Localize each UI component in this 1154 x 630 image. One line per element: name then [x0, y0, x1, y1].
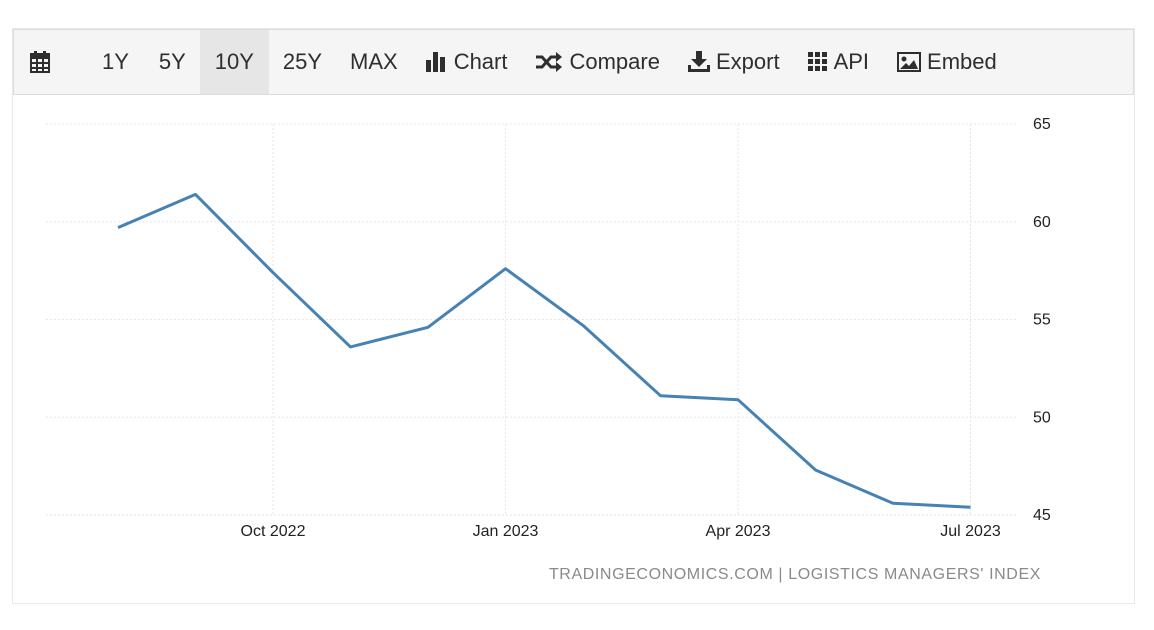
data-point[interactable]	[808, 462, 824, 478]
bar-chart-icon	[425, 52, 448, 72]
x-tick-label: Jul 2023	[940, 523, 1001, 540]
data-point[interactable]	[730, 392, 746, 408]
data-point[interactable]	[343, 339, 359, 355]
compare-label: Compare	[569, 49, 660, 74]
y-tick-label: 55	[1033, 312, 1051, 329]
series-line	[117, 192, 971, 509]
source-credit: TRADINGECONOMICS.COM | LOGISTICS MANAGER…	[548, 566, 1041, 583]
export-button[interactable]: Export	[674, 30, 794, 94]
compare-button[interactable]: Compare	[521, 30, 673, 94]
y-axis: 45 50 55 60 65	[1033, 116, 1051, 524]
y-tick-label: 65	[1033, 116, 1051, 133]
data-point[interactable]	[188, 186, 204, 202]
chart-series	[110, 186, 979, 515]
shuffle-icon	[535, 52, 563, 72]
x-tick-label: Apr 2023	[706, 523, 771, 540]
export-label: Export	[715, 49, 780, 74]
data-point[interactable]	[110, 220, 126, 236]
grid-icon	[807, 52, 828, 72]
embed-button[interactable]: Embed	[883, 30, 1011, 94]
range-10y-button[interactable]: 10Y	[199, 30, 269, 94]
chart-toolbar: 1Y 5Y 10Y 25Y MAX Chart Compare	[13, 29, 1134, 95]
chart-grid	[46, 123, 1016, 516]
range-1y-button[interactable]: 1Y	[102, 49, 129, 74]
data-point[interactable]	[575, 317, 591, 333]
chart-type-button[interactable]: Chart	[412, 30, 522, 94]
data-point[interactable]	[885, 495, 901, 511]
data-point[interactable]	[498, 261, 514, 277]
data-point[interactable]	[420, 319, 436, 335]
x-tick-label: Jan 2023	[473, 523, 539, 540]
range-5y-button[interactable]: 5Y	[158, 49, 186, 74]
embed-label: Embed	[927, 49, 997, 74]
image-icon	[897, 52, 922, 72]
calendar-button[interactable]	[14, 30, 70, 94]
y-tick-label: 60	[1033, 214, 1051, 231]
data-point[interactable]	[963, 499, 979, 515]
x-tick-label: Oct 2022	[241, 523, 306, 540]
data-point[interactable]	[265, 265, 281, 281]
api-label: API	[833, 49, 870, 74]
api-button[interactable]: API	[794, 30, 883, 94]
data-point[interactable]	[653, 388, 669, 404]
y-tick-label: 45	[1033, 507, 1051, 524]
y-tick-label: 50	[1033, 409, 1051, 426]
x-axis: Oct 2022 Jan 2023 Apr 2023 Jul 2023	[241, 523, 1001, 540]
range-max-button[interactable]: MAX	[350, 49, 398, 74]
chart-type-label: Chart	[453, 49, 508, 74]
calendar-icon	[30, 51, 50, 73]
range-25y-button[interactable]: 25Y	[282, 49, 322, 74]
download-icon	[687, 51, 710, 73]
